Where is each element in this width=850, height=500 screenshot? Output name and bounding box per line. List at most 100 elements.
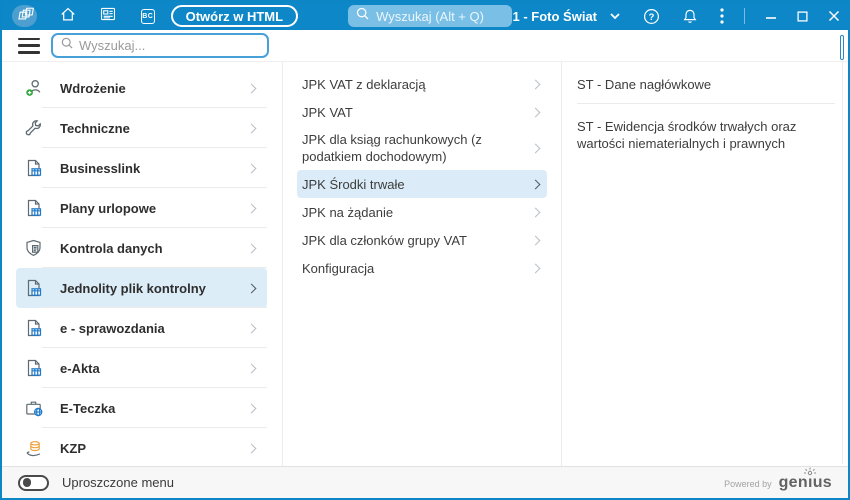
menu-item-st-ewidencja[interactable]: ST - Ewidencja środków trwałych oraz war… — [577, 103, 835, 166]
menu-item-jpk-ksiegi-rachunkowe[interactable]: JPK dla ksiąg rachunkowych (z podatkiem … — [297, 126, 547, 170]
menu-item-jpk-na-zadanie[interactable]: JPK na żądanie — [297, 198, 547, 226]
bc-button[interactable]: BC — [141, 8, 155, 24]
sidebar-item-jednolity-plik-kontrolny[interactable]: Jednolity plik kontrolny — [16, 268, 267, 308]
chevron-right-icon — [246, 323, 257, 333]
home-button[interactable] — [59, 5, 77, 28]
hamburger-icon — [18, 37, 40, 41]
chevron-right-icon — [246, 163, 257, 173]
company-selector[interactable]: 1 - Foto Świat — [513, 9, 622, 24]
svg-text:?: ? — [649, 11, 655, 22]
sidebar-item-label: Kontrola danych — [60, 240, 163, 256]
maximize-button[interactable] — [797, 10, 808, 22]
menu-item-st-dane-naglowkowe[interactable]: ST - Dane nagłówkowe — [577, 66, 835, 103]
chevron-right-icon — [530, 107, 541, 117]
sidebar-item-wdrozenie[interactable]: Wdrożenie — [16, 68, 267, 108]
menu-item-jpk-grupy-vat[interactable]: JPK dla członków grupy VAT — [297, 226, 547, 254]
sidebar-item-e-teczka[interactable]: E-Teczka — [16, 388, 267, 428]
hamburger-icon-bar — [18, 44, 40, 47]
kebab-menu-icon — [720, 8, 724, 24]
sidebar-item-label: E-Teczka — [60, 400, 116, 416]
brand-i: ı — [803, 466, 816, 492]
menu-item-label: Konfiguracja — [302, 260, 375, 276]
minimize-icon — [766, 17, 776, 19]
actions-column: ST - Dane nagłówkowe ST - Ewidencja środ… — [562, 62, 848, 466]
menu-panels: Wdrożenie Techniczne — [2, 62, 848, 466]
menu-item-label: JPK VAT z deklaracją — [302, 76, 426, 92]
menu-item-konfiguracja[interactable]: Konfiguracja — [297, 254, 547, 282]
sidebar-item-label: Techniczne — [60, 120, 130, 136]
chevron-down-icon — [610, 13, 620, 20]
chevron-right-icon — [530, 235, 541, 245]
bc-icon: BC — [142, 12, 154, 20]
person-add-icon — [24, 78, 44, 98]
minimize-button[interactable] — [765, 10, 777, 22]
sidebar-item-label: Businesslink — [60, 160, 141, 176]
document-table-icon — [24, 198, 44, 218]
menu-item-jpk-srodki-trwale[interactable]: JPK Środki trwałe — [297, 170, 547, 198]
titlebar-right: 1 - Foto Świat ? — [513, 8, 841, 25]
sidebar-item-kzp[interactable]: KZP — [16, 428, 267, 466]
chevron-right-icon — [246, 243, 257, 253]
coins-hand-icon — [24, 438, 44, 458]
sidebar-item-label: KZP — [60, 440, 86, 456]
powered-by: Powered by gen ı us — [724, 466, 832, 492]
powered-by-label: Powered by — [724, 478, 772, 489]
menu-item-label: ST - Dane nagłówkowe — [577, 77, 712, 92]
briefcase-globe-icon — [24, 398, 44, 418]
menu-item-label: JPK VAT — [302, 104, 353, 120]
sidebar-item-techniczne[interactable]: Techniczne — [16, 108, 267, 148]
sidebar-item-label: Wdrożenie — [60, 80, 126, 96]
open-in-html-button[interactable]: Otwórz w HTML — [170, 5, 299, 27]
genius-logo: gen ı us — [778, 466, 832, 492]
close-button[interactable] — [828, 10, 840, 22]
search-icon — [60, 36, 74, 55]
sidebar-item-e-akta[interactable]: e-Akta — [16, 348, 267, 388]
app-launcher-button[interactable] — [12, 5, 38, 28]
sidebar-item-kontrola-danych[interactable]: Kontrola danych — [16, 228, 267, 268]
hamburger-icon-bar — [18, 50, 40, 54]
sun-rays-icon — [803, 466, 816, 475]
sidebar-item-label: Plany urlopowe — [60, 200, 157, 216]
help-button[interactable]: ? — [643, 8, 660, 25]
menu-item-jpk-vat[interactable]: JPK VAT — [297, 98, 547, 126]
chevron-right-icon — [530, 79, 541, 89]
chevron-right-icon — [246, 123, 257, 133]
more-menu-button[interactable] — [720, 8, 724, 24]
scrollbar-track[interactable] — [842, 34, 843, 464]
chevron-right-icon — [246, 283, 257, 293]
sidebar-item-e-sprawozdania[interactable]: e - sprawozdania — [16, 308, 267, 348]
sidebar-item-businesslink[interactable]: Businesslink — [16, 148, 267, 188]
sidebar-item-plany-urlopowe[interactable]: Plany urlopowe — [16, 188, 267, 228]
hamburger-menu-button[interactable] — [18, 37, 40, 54]
titlebar: BC Otwórz w HTML 1 - Foto Świat ? — [2, 2, 848, 30]
document-table-icon — [24, 318, 44, 338]
chevron-right-icon — [246, 443, 257, 453]
global-search[interactable] — [348, 5, 513, 27]
chevron-right-icon — [246, 403, 257, 413]
layers-icon — [14, 5, 36, 28]
chevron-right-icon — [530, 179, 541, 189]
footer-bar: Uproszczone menu Powered by gen ı us — [2, 466, 848, 498]
sidebar-item-label: e-Akta — [60, 360, 100, 376]
simple-menu-toggle[interactable] — [18, 474, 49, 491]
menu-search[interactable] — [51, 33, 269, 58]
brand-text: gen — [778, 473, 808, 491]
chevron-right-icon — [246, 83, 257, 93]
menu-item-label: ST - Ewidencja środków trwałych oraz war… — [577, 119, 797, 151]
scrollbar-thumb[interactable] — [840, 35, 844, 60]
global-search-input[interactable] — [376, 8, 506, 24]
menu-item-label: JPK Środki trwałe — [302, 176, 405, 192]
sidebar-item-label: e - sprawozdania — [60, 320, 165, 336]
document-table-icon — [24, 278, 44, 298]
close-icon — [828, 10, 840, 22]
company-name: 1 - Foto Świat — [512, 8, 598, 24]
menu-search-input[interactable] — [79, 38, 260, 53]
notifications-button[interactable] — [682, 8, 698, 25]
menu-item-jpk-vat-z-deklaracja[interactable]: JPK VAT z deklaracją — [297, 70, 547, 98]
document-table-icon — [24, 358, 44, 378]
news-button[interactable] — [99, 5, 117, 28]
brand-text: ı — [807, 473, 813, 491]
chevron-right-icon — [530, 143, 541, 153]
menu-item-label: JPK dla członków grupy VAT — [302, 232, 467, 248]
